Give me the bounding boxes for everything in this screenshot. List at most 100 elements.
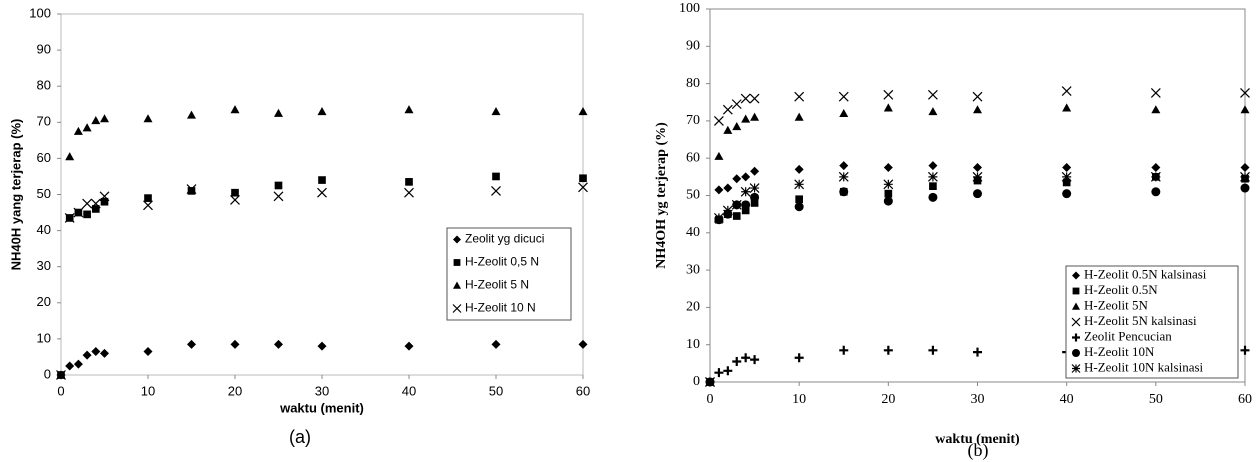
marker	[740, 93, 751, 104]
marker	[732, 356, 742, 366]
marker	[1240, 163, 1250, 173]
marker	[731, 99, 742, 110]
legend-label: Zeolit yg dicuci	[465, 232, 544, 246]
marker	[83, 210, 91, 219]
marker	[928, 192, 938, 202]
y-tick-label: 100	[29, 5, 51, 20]
marker	[732, 212, 741, 220]
legend-box	[446, 227, 572, 321]
marker	[73, 359, 83, 369]
marker	[741, 172, 751, 182]
marker	[578, 182, 588, 193]
marker	[491, 185, 501, 196]
legend-label: Zeolit Pencucian	[1084, 328, 1172, 343]
marker	[741, 200, 751, 210]
marker	[883, 89, 894, 100]
marker	[404, 187, 414, 198]
marker	[794, 112, 804, 121]
y-tick-label: 100	[679, 1, 700, 16]
marker	[794, 91, 805, 102]
marker	[741, 206, 750, 215]
marker	[187, 110, 196, 119]
marker	[927, 171, 938, 182]
legend-box	[1065, 265, 1239, 379]
x-tick-label: 30	[971, 392, 985, 407]
marker	[318, 176, 326, 184]
legend-label: H-Zeolit 0.5N kalsinasi	[1084, 266, 1207, 281]
marker	[740, 186, 751, 197]
marker	[91, 205, 100, 213]
marker	[65, 152, 75, 161]
y-tick-label: 10	[37, 330, 51, 345]
marker	[82, 350, 92, 360]
marker	[838, 171, 849, 182]
marker	[1151, 163, 1161, 173]
x-tick-label: 0	[707, 392, 714, 407]
marker	[1150, 88, 1161, 98]
marker	[1062, 178, 1071, 187]
marker	[883, 345, 893, 355]
marker	[1071, 317, 1081, 327]
marker	[723, 183, 733, 193]
marker	[732, 174, 742, 184]
y-tick-label: 20	[37, 294, 51, 309]
y-tick-label: 70	[37, 114, 51, 129]
marker	[143, 347, 153, 357]
marker	[579, 174, 587, 183]
marker	[64, 213, 75, 223]
marker	[90, 198, 101, 209]
marker	[491, 339, 501, 349]
marker	[274, 108, 283, 117]
x-tick-label: 30	[315, 383, 329, 398]
y-tick-label: 0	[44, 366, 51, 381]
marker	[973, 189, 982, 199]
marker	[750, 199, 759, 207]
marker	[82, 123, 92, 132]
marker	[794, 179, 805, 190]
x-axis-label: waktu (menit)	[279, 400, 364, 415]
marker	[713, 212, 724, 223]
marker	[883, 196, 893, 206]
marker	[741, 353, 751, 363]
marker	[1240, 345, 1250, 355]
legend-label: H-Zeolit 0,5 N	[465, 255, 539, 269]
legend-label: H-Zeolit 5 N	[465, 278, 529, 292]
marker	[1062, 163, 1072, 173]
marker	[972, 171, 983, 182]
plot-frame	[60, 13, 584, 376]
caption: (b)	[968, 440, 989, 461]
marker	[929, 182, 937, 190]
marker	[713, 115, 724, 126]
marker	[100, 114, 109, 123]
y-tick-label: 30	[37, 258, 51, 273]
x-tick-label: 10	[792, 392, 806, 407]
marker	[722, 104, 733, 115]
x-tick-label: 40	[1060, 392, 1074, 407]
y-tick-label: 70	[686, 113, 700, 128]
marker	[82, 198, 93, 209]
marker	[230, 105, 240, 114]
marker	[144, 194, 152, 202]
marker	[794, 164, 804, 174]
marker	[723, 366, 733, 376]
marker	[99, 191, 110, 202]
marker	[741, 114, 751, 123]
y-axis-label: NH4OH yg terjerap (%)	[654, 122, 669, 269]
marker	[143, 114, 153, 123]
chart: 0 10 20 30 40 50 60 70 80 90 100 0 10 20 30 40 50 60 waktu…	[8, 5, 590, 446]
marker	[1150, 171, 1161, 182]
marker	[839, 187, 849, 197]
marker	[928, 161, 938, 171]
marker	[973, 105, 982, 114]
marker	[749, 93, 760, 104]
marker	[927, 89, 938, 100]
marker	[273, 191, 284, 202]
y-tick-label: 50	[686, 188, 700, 203]
marker	[453, 281, 461, 289]
marker	[186, 184, 197, 195]
marker	[91, 347, 101, 357]
marker	[231, 188, 239, 197]
y-tick-label: 20	[686, 300, 700, 315]
marker	[750, 355, 760, 365]
